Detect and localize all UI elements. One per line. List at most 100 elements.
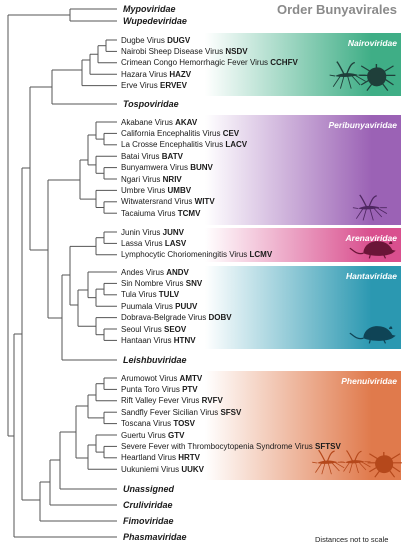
virus-name: Dugbe Virus (121, 35, 168, 45)
scale-note: Distances not to scale (315, 535, 389, 544)
virus-abbreviation: JUNV (162, 227, 184, 237)
virus-label: Seoul Virus SEOV (121, 325, 186, 334)
virus-label: Bunyamwera Virus BUNV (121, 163, 213, 172)
diagram-title: Order Bunyavirales (277, 2, 397, 17)
virus-name: Lassa Virus (121, 238, 165, 248)
virus-label: Sandfly Fever Sicilian Virus SFSV (121, 408, 241, 417)
mosquito-icon (352, 194, 388, 221)
virus-label: Heartland Virus HRTV (121, 453, 200, 462)
virus-name: Punta Toro Virus (121, 384, 183, 394)
virus-label: Guertu Virus GTV (121, 431, 184, 440)
virus-label: Tula Virus TULV (121, 290, 179, 299)
virus-name: Ngari Virus (121, 174, 163, 184)
virus-abbreviation: TULV (158, 290, 180, 300)
family-label: Leishbuviridae (123, 355, 187, 365)
family-label: Fimoviridae (123, 516, 174, 526)
virus-abbreviation: HAZV (169, 69, 192, 79)
virus-name: Lymphocytic Choriomeningitis Virus (121, 250, 250, 260)
virus-abbreviation: ANDV (166, 267, 189, 277)
group-label: Peribunyaviridae (328, 120, 397, 130)
tick-icon (359, 64, 396, 91)
virus-name: Sin Nombre Virus (121, 278, 186, 288)
virus-abbreviation: PTV (182, 384, 198, 394)
virus-abbreviation: GTV (167, 430, 185, 440)
virus-label: Witwatersrand Virus WITV (121, 197, 215, 206)
virus-label: Nairobi Sheep Disease Virus NSDV (121, 47, 248, 56)
virus-abbreviation: UUKV (181, 464, 204, 474)
group-box-nairoviridae (205, 33, 401, 96)
virus-label: Dobrava-Belgrade Virus DOBV (121, 313, 232, 322)
virus-label: Lassa Virus LASV (121, 239, 186, 248)
virus-label: La Crosse Encephalitis Virus LACV (121, 140, 247, 149)
group-label: Hantaviridae (345, 271, 397, 281)
virus-name: Junin Virus (121, 227, 163, 237)
virus-label: Junin Virus JUNV (121, 228, 184, 237)
virus-label: Batai Virus BATV (121, 152, 183, 161)
tick-icon (367, 452, 402, 478)
virus-label: Puumala Virus PUUV (121, 302, 197, 311)
virus-abbreviation: HTNV (173, 335, 196, 345)
virus-label: Dugbe Virus DUGV (121, 36, 190, 45)
virus-abbreviation: NSDV (225, 46, 248, 56)
virus-label: Uukuniemi Virus UUKV (121, 465, 204, 474)
virus-name: La Crosse Encephalitis Virus (121, 140, 226, 150)
virus-label: Crimean Congo Hemorrhagic Fever Virus CC… (121, 58, 298, 67)
virus-abbreviation: LCMV (249, 250, 273, 260)
virus-abbreviation: LACV (225, 140, 248, 150)
virus-label: Severe Fever with Thrombocytopenia Syndr… (121, 442, 341, 451)
virus-name: California Encephalitis Virus (121, 128, 223, 138)
virus-abbreviation: PUUV (175, 301, 198, 311)
group-label: Phenuiviridae (341, 376, 397, 386)
virus-abbreviation: BATV (161, 151, 183, 161)
virus-abbreviation: ERVEV (159, 81, 187, 91)
virus-name: Tacaiuma Virus (121, 208, 178, 218)
virus-name: Severe Fever with Thrombocytopenia Syndr… (121, 441, 316, 451)
virus-label: Rift Valley Fever Virus RVFV (121, 396, 223, 405)
virus-name: Dobrava-Belgrade Virus (121, 313, 209, 323)
virus-abbreviation: SFSV (220, 407, 242, 417)
virus-label: Erve Virus ERVEV (121, 81, 187, 90)
group-label: Arenaviridae (345, 233, 398, 243)
family-label: Tospoviridae (123, 99, 179, 109)
virus-label: Ngari Virus NRIV (121, 175, 182, 184)
virus-label: Punta Toro Virus PTV (121, 385, 198, 394)
virus-label: Umbre Virus UMBV (121, 186, 191, 195)
virus-abbreviation: BUNV (190, 163, 213, 173)
rodent-icon (349, 326, 396, 344)
virus-label: Arumowot Virus AMTV (121, 374, 202, 383)
rodent-icon (349, 241, 396, 259)
virus-label: Toscana Virus TOSV (121, 419, 195, 428)
virus-abbreviation: CEV (222, 128, 240, 138)
virus-name: Puumala Virus (121, 301, 176, 311)
family-label: Cruliviridae (123, 500, 173, 510)
virus-name: Andes Virus (121, 267, 167, 277)
virus-name: Tula Virus (121, 290, 159, 300)
virus-abbreviation: LASV (164, 238, 187, 248)
virus-abbreviation: WITV (194, 197, 215, 207)
virus-name: Batai Virus (121, 151, 162, 161)
virus-name: Erve Virus (121, 81, 160, 91)
virus-abbreviation: DUGV (167, 35, 191, 45)
virus-name: Hantaan Virus (121, 335, 174, 345)
mosquito-icon (312, 449, 345, 475)
virus-label: Hazara Virus HAZV (121, 70, 191, 79)
virus-abbreviation: TCMV (177, 208, 201, 218)
virus-label: Hantaan Virus HTNV (121, 336, 196, 345)
virus-label: California Encephalitis Virus CEV (121, 129, 239, 138)
virus-abbreviation: RVFV (201, 396, 223, 406)
virus-name: Sandfly Fever Sicilian Virus (121, 407, 221, 417)
virus-name: Toscana Virus (121, 419, 174, 429)
family-label: Phasmaviridae (123, 532, 187, 542)
virus-name: Witwatersrand Virus (121, 197, 195, 207)
virus-label: Tacaiuma Virus TCMV (121, 209, 200, 218)
virus-name: Bunyamwera Virus (121, 163, 191, 173)
virus-label: Sin Nombre Virus SNV (121, 279, 202, 288)
family-label: Mypoviridae (123, 4, 176, 14)
virus-name: Guertu Virus (121, 430, 168, 440)
virus-abbreviation: SFTSV (315, 441, 341, 451)
family-label: Wupedeviridae (123, 16, 187, 26)
virus-name: Rift Valley Fever Virus (121, 396, 202, 406)
virus-label: Akabane Virus AKAV (121, 118, 197, 127)
virus-name: Hazara Virus (121, 69, 170, 79)
